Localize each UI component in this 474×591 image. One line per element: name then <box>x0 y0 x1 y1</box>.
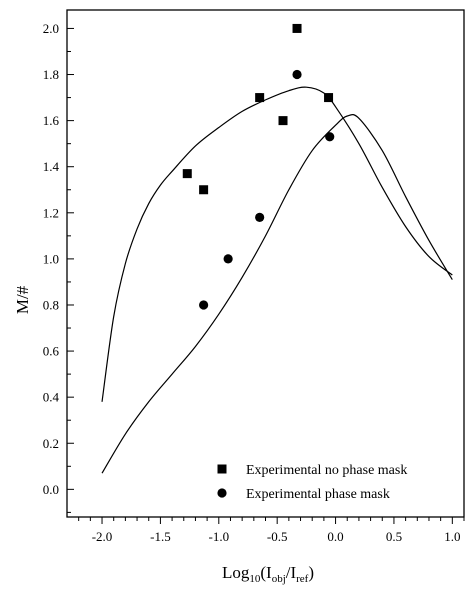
legend-label: Experimental phase mask <box>246 487 390 502</box>
square-point <box>199 185 209 195</box>
x-tick-label: 1.0 <box>444 529 460 544</box>
x-label-num-sub: obj <box>272 573 286 585</box>
y-tick-label: 0.0 <box>43 482 59 497</box>
square-point <box>324 93 334 103</box>
y-tick-label: 1.0 <box>43 251 59 266</box>
y-tick-label: 1.2 <box>43 205 59 220</box>
fit-curve-2 <box>101 113 453 474</box>
circle-point <box>255 212 265 223</box>
x-label-den-sub: ref <box>296 573 309 585</box>
square-point <box>292 23 302 33</box>
plot-frame <box>66 9 465 518</box>
square-point <box>278 116 288 126</box>
y-tick-label: 1.4 <box>43 159 60 174</box>
x-label-slash: /I <box>286 563 297 582</box>
y-tick-label: 0.2 <box>43 436 59 451</box>
x-tick-label: -0.5 <box>267 529 288 544</box>
y-tick-label: 0.8 <box>43 297 59 312</box>
x-tick-label: -1.5 <box>150 529 171 544</box>
x-tick-label: -2.0 <box>92 529 113 544</box>
y-tick-label: 1.8 <box>43 67 59 82</box>
y-axis-label: M/# <box>13 285 32 314</box>
legend-square-marker <box>217 464 227 474</box>
x-label-main: Log <box>222 563 250 582</box>
circle-point <box>292 69 302 80</box>
fit-curves <box>101 86 453 474</box>
x-tick-label: 0.0 <box>327 529 343 544</box>
x-label-open: (I <box>260 563 272 582</box>
legend-label: Experimental no phase mask <box>246 463 407 478</box>
x-axis-ticks: -2.0 -1.5 -1.0 -0.5 0.0 0.5 1.0 <box>78 517 465 544</box>
x-label-close: ) <box>308 563 314 582</box>
fit-curve-1 <box>101 86 453 402</box>
x-label-main-sub: 10 <box>249 573 261 585</box>
data-points <box>182 23 335 310</box>
y-tick-label: 0.4 <box>43 390 60 405</box>
square-point <box>182 169 192 179</box>
circle-point <box>223 254 233 264</box>
legend-circle-marker <box>217 488 227 498</box>
y-tick-label: 1.6 <box>43 113 60 128</box>
x-tick-label: -1.0 <box>208 529 229 544</box>
y-tick-label: 2.0 <box>43 21 59 36</box>
circle-point <box>199 300 209 310</box>
plot-border <box>66 9 465 518</box>
y-axis-ticks: 0.0 0.2 0.4 0.6 0.8 1.0 1.2 1.4 1.6 1.8 2.0 <box>43 21 74 513</box>
x-axis-label: Log10(Iobj/Iref) <box>222 563 314 585</box>
y-tick-label: 0.6 <box>43 344 60 359</box>
circle-point <box>325 132 335 142</box>
legend: Experimental no phase mask Experimental p… <box>217 463 407 502</box>
square-point <box>255 93 265 103</box>
x-tick-label: 0.5 <box>386 529 402 544</box>
